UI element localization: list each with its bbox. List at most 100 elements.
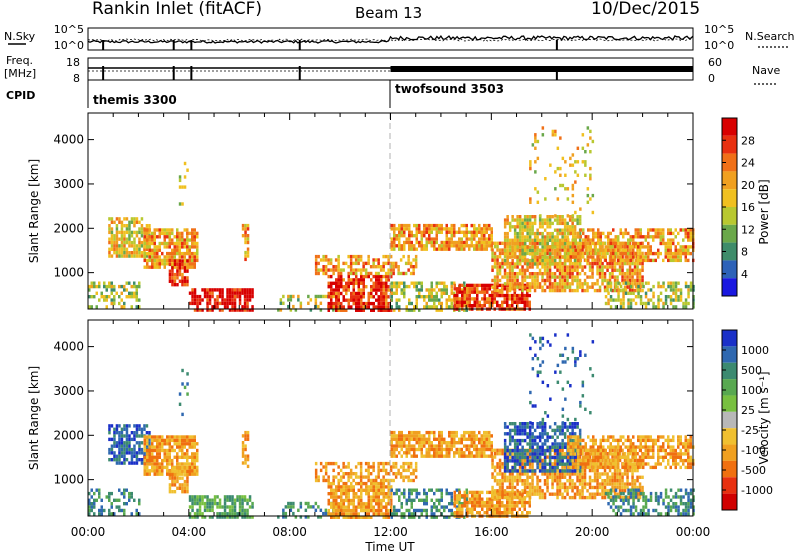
heatmap-cell-370 (168, 476, 172, 480)
heatmap-cell-978 (357, 254, 360, 259)
heatmap-cell-1363 (410, 491, 413, 496)
heatmap-cell-341 (191, 445, 194, 449)
heatmap-cell-1470 (453, 497, 456, 501)
heatmap-cell-279 (176, 442, 179, 446)
heatmap-cell-1501 (466, 297, 469, 301)
heatmap-cell-2 (108, 431, 111, 435)
heatmap-cell-61 (123, 240, 126, 245)
heatmap-cell-221 (161, 435, 164, 439)
heatmap-cell-1009 (379, 268, 383, 272)
heatmap-cell-769 (347, 488, 350, 492)
heatmap-cell-614 (248, 515, 252, 519)
heatmap-cell-1706 (498, 272, 502, 276)
heatmap-cell-463 (120, 298, 123, 302)
heatmap-cell-1522 (473, 300, 476, 304)
heatmap-cell-1292 (485, 237, 488, 241)
heatmap-cell-2420 (518, 252, 522, 256)
heatmap-cell-1057 (409, 465, 413, 469)
heatmap-cell-563 (226, 512, 229, 516)
heatmap-cell-1848 (531, 278, 534, 283)
heatmap-cell-1219 (450, 430, 453, 435)
heatmap-cell-900 (387, 274, 390, 279)
heatmap-cell-3194 (556, 146, 560, 150)
heatmap-cell-408 (183, 490, 187, 494)
heatmap-cell-155 (143, 231, 146, 236)
nsky-series-line (87, 34, 694, 44)
heatmap-cell-253 (168, 238, 171, 242)
heatmap-cell-1054 (414, 258, 418, 262)
heatmap-cell-2268 (626, 275, 629, 279)
heatmap-cell-89 (133, 437, 136, 442)
heatmap-cell-1452 (463, 284, 466, 289)
heatmap-cell-864 (377, 298, 380, 302)
heatmap-cell-2508 (538, 242, 542, 246)
heatmap-cell-216 (158, 455, 161, 459)
heatmap-cell-3245 (591, 139, 595, 144)
heatmap-cell-1161 (433, 227, 436, 231)
heatmap-cell-244 (166, 458, 169, 463)
heatmap-cell-1049 (404, 468, 408, 473)
heatmap-cell-2801 (609, 245, 612, 249)
heatmap-cell-187 (151, 241, 154, 246)
heatmap-cell-494 (191, 515, 194, 519)
heatmap-cell-2936 (664, 251, 667, 256)
heatmap-cell-646 (186, 382, 189, 386)
heatmap-cell-305 (181, 255, 184, 259)
heatmap-cell-719 (332, 291, 335, 296)
heatmap-cell-3032 (614, 284, 618, 289)
heatmap-cell-1173 (430, 447, 433, 452)
heatmap-cell-982 (359, 461, 363, 466)
heatmap-cell-1791 (518, 272, 522, 276)
heatmap-cell-1404 (433, 491, 436, 496)
heatmap-cell-1476 (456, 497, 459, 501)
heatmap-cell-2723 (577, 255, 580, 259)
heatmap-cell-463 (120, 508, 123, 513)
heatmap-cell-1008 (379, 265, 383, 269)
heatmap-cell-1562 (491, 500, 494, 505)
heatmap-cell-810 (360, 295, 363, 299)
heatmap-cell-2059 (576, 275, 579, 279)
heatmap-cell-20 (113, 234, 116, 238)
heatmap-cell-498 (193, 512, 197, 516)
heatmap-cell-536 (211, 515, 214, 519)
heatmap-cell-3225 (579, 207, 582, 211)
heatmap-cell-2843 (627, 231, 630, 236)
heatmap-cell-414 (186, 283, 189, 287)
heatmap-cell-2769 (597, 238, 600, 242)
heatmap-cell-1329 (390, 515, 393, 519)
heatmap-cell-3095 (654, 305, 658, 309)
heatmap-cell-406 (183, 483, 187, 487)
heatmap-cell-239 (166, 438, 169, 443)
heatmap-cell-1029 (392, 268, 395, 272)
heatmap-cell-1572 (493, 511, 496, 515)
heatmap-cell-1040 (399, 465, 403, 469)
heatmap-cell-723 (335, 281, 338, 285)
heatmap-cell-632 (244, 461, 247, 465)
heatmap-cell-2201 (611, 288, 614, 293)
heatmap-cell-73 (128, 437, 131, 442)
heatmap-cell-820 (362, 291, 365, 296)
heatmap-cell-753 (342, 288, 345, 292)
heatmap-cell-1883 (541, 251, 544, 256)
heatmap-cell-800 (355, 508, 358, 513)
heatmap-cell-430 (98, 284, 101, 289)
heatmap-cell-158 (146, 438, 149, 443)
heatmap-cell-111 (138, 458, 141, 462)
heatmap-cell-2358 (506, 215, 509, 219)
heatmap-cell-1886 (541, 265, 544, 269)
heatmap-cell-1205 (443, 447, 446, 452)
heatmap-cell-897 (385, 301, 388, 306)
heatmap-cell-1658 (526, 304, 529, 308)
heatmap-cell-1176 (438, 244, 441, 248)
heatmap-cell-2116 (591, 272, 594, 276)
heatmap-cell-1363 (418, 291, 421, 295)
heatmap-cell-1888 (541, 275, 544, 279)
heatmap-cell-853 (375, 285, 378, 289)
heatmap-cell-1085 (395, 444, 398, 448)
heatmap-cell-728 (335, 512, 338, 516)
heatmap-cell-1493 (463, 490, 466, 495)
heatmap-cell-66 (125, 441, 129, 445)
heatmap-cell-680 (319, 508, 323, 512)
heatmap-cell-1163 (433, 240, 436, 245)
